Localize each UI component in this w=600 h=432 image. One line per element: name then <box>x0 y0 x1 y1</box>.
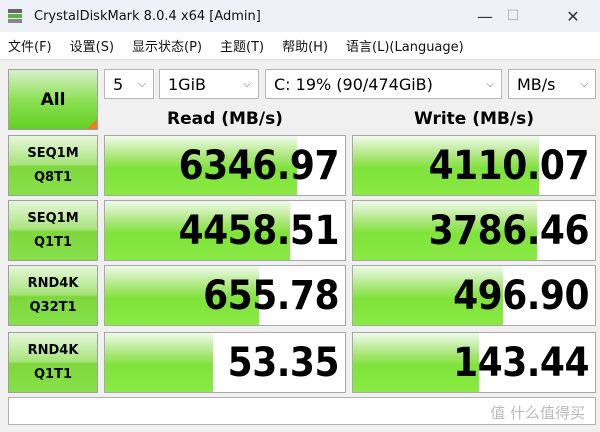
size-value: 1GiB <box>168 74 206 94</box>
write-value: 3786.46 <box>428 207 590 254</box>
read-bar <box>105 201 290 260</box>
window-title: CrystalDiskMark 8.0.4 x64 [Admin] <box>34 8 261 24</box>
test-name: RND4K <box>27 342 79 358</box>
read-value: 53.35 <box>227 339 340 386</box>
test-button[interactable]: SEQ1M Q1T1 <box>8 200 98 261</box>
unit-select[interactable]: MB/s ⌵ <box>508 69 596 99</box>
menu-theme[interactable]: 主题(T) <box>220 40 265 55</box>
menu-language[interactable]: 语言(L)(Language) <box>346 40 464 55</box>
read-bar <box>105 266 259 325</box>
write-result: 143.44 <box>352 332 596 393</box>
write-bar <box>353 333 479 392</box>
chevron-down-icon: ⌵ <box>580 78 588 90</box>
all-button[interactable]: All <box>8 69 98 130</box>
test-params: Q1T1 <box>33 234 72 250</box>
menu-file[interactable]: 文件(F) <box>8 40 52 55</box>
write-bar <box>353 136 540 195</box>
test-name: SEQ1M <box>27 145 79 161</box>
write-result: 4110.07 <box>352 135 596 196</box>
test-params: Q32T1 <box>29 299 77 315</box>
write-value: 143.44 <box>453 339 589 386</box>
close-button[interactable]: ✕ <box>566 6 580 26</box>
write-bar <box>353 201 537 260</box>
chevron-down-icon: ⌵ <box>138 78 146 90</box>
count-select[interactable]: 5 ⌵ <box>104 69 154 99</box>
test-name: RND4K <box>27 275 79 291</box>
app-icon <box>8 9 22 23</box>
menu-help[interactable]: 帮助(H) <box>282 40 329 55</box>
count-value: 5 <box>113 74 124 94</box>
read-value: 4458.51 <box>178 207 340 254</box>
read-result: 4458.51 <box>104 200 346 261</box>
read-value: 6346.97 <box>178 142 340 189</box>
watermark: 值 什么值得买 <box>490 404 585 422</box>
write-header: Write (MB/s) <box>414 109 534 129</box>
chevron-down-icon: ⌵ <box>243 78 251 90</box>
read-bar <box>105 333 213 392</box>
test-button[interactable]: RND4K Q1T1 <box>8 332 98 393</box>
title-bar: CrystalDiskMark 8.0.4 x64 [Admin] — ☐ ✕ <box>0 0 600 32</box>
unit-value: MB/s <box>517 74 556 94</box>
chevron-down-icon: ⌵ <box>486 78 494 90</box>
menu-display[interactable]: 显示状态(P) <box>132 40 203 55</box>
maximize-button[interactable]: ☐ <box>506 8 520 24</box>
write-bar <box>353 266 504 325</box>
minimize-button[interactable]: — <box>477 6 493 26</box>
test-name: SEQ1M <box>27 210 79 226</box>
read-bar <box>105 136 297 195</box>
read-result: 53.35 <box>104 332 346 393</box>
test-button[interactable]: RND4K Q32T1 <box>8 265 98 326</box>
drive-value: C: 19% (90/474GiB) <box>274 74 433 94</box>
menu-bar: 文件(F) 设置(S) 显示状态(P) 主题(T) 帮助(H) 语言(L)(La… <box>0 32 600 60</box>
read-header: Read (MB/s) <box>167 109 283 129</box>
test-params: Q8T1 <box>33 169 72 185</box>
write-result: 496.90 <box>352 265 596 326</box>
menu-settings[interactable]: 设置(S) <box>69 40 115 55</box>
write-value: 4110.07 <box>428 142 590 189</box>
read-value: 655.78 <box>203 272 339 319</box>
status-bar: 值 什么值得买 <box>8 397 596 425</box>
test-params: Q1T1 <box>33 366 72 382</box>
main-panel: All 5 ⌵ 1GiB ⌵ C: 19% (90/474GiB) ⌵ MB/s ⌵ R… <box>0 60 600 432</box>
read-result: 655.78 <box>104 265 346 326</box>
read-result: 6346.97 <box>104 135 346 196</box>
size-select[interactable]: 1GiB ⌵ <box>159 69 259 99</box>
write-value: 496.90 <box>453 272 589 319</box>
test-button[interactable]: SEQ1M Q8T1 <box>8 135 98 196</box>
drive-select[interactable]: C: 19% (90/474GiB) ⌵ <box>265 69 502 99</box>
write-result: 3786.46 <box>352 200 596 261</box>
